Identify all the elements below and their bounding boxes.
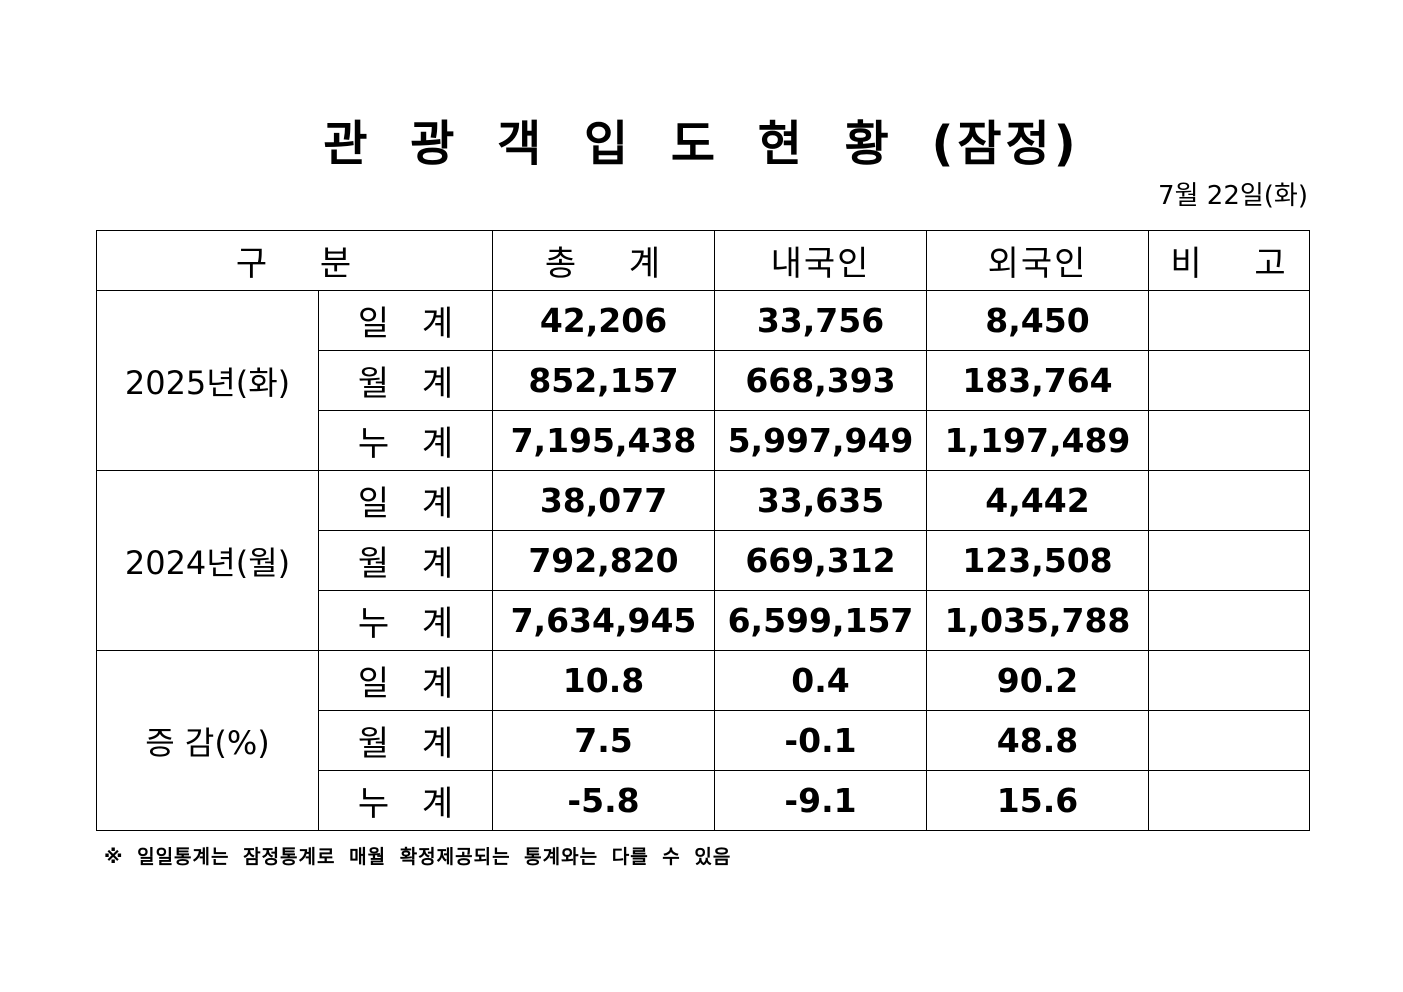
table-row: 2024년(월) 일 계 38,077 33,635 4,442 [96,470,1310,651]
header-total: 총 계 [492,230,715,291]
cell-foreign: 4,442 [926,470,1149,531]
table-row: 누 계 7,195,438 5,997,949 1,197,489 [97,410,1310,471]
cell-remarks [1148,530,1310,591]
group-label-2024: 2024년(월) [96,470,319,651]
cell-domestic: -0.1 [714,710,927,771]
header-foreign: 외국인 [926,230,1149,291]
cell-foreign: 1,197,489 [926,410,1149,471]
page-title: 관 광 객 입 도 현 황 (잠정) [323,116,1080,172]
cell-remarks [1148,710,1310,771]
cell-domestic: 33,635 [714,470,927,531]
cell-total: 42,206 [492,290,715,351]
cell-domestic: 668,393 [714,350,927,411]
cell-remarks [1148,410,1310,471]
header-remarks: 비 고 [1148,230,1310,291]
cell-domestic: 33,756 [714,290,927,351]
table-header-row: 구 분 총 계 내국인 외국인 비 고 [96,230,1310,291]
row-label: 누 계 [318,410,493,471]
table-row: 2025년(화) 일 계 42,206 33,756 8,450 [96,290,1310,471]
cell-remarks [1148,770,1310,831]
footnote: ※ 일일통계는 잠정통계로 매월 확정제공되는 통계와는 다를 수 있음 [104,846,732,868]
cell-foreign: 1,035,788 [926,590,1149,651]
visitor-stats-table: 구 분 총 계 내국인 외국인 비 고 2025년(화) 일 계 42,206 … [96,230,1310,831]
group-label-2025: 2025년(화) [96,290,319,471]
cell-total: 7,634,945 [492,590,715,651]
cell-remarks [1148,590,1310,651]
row-label: 일 계 [318,470,493,531]
cell-domestic: 0.4 [714,650,927,711]
header-category: 구 분 [96,230,493,291]
cell-total: 7.5 [492,710,715,771]
group-label-change: 증 감(%) [96,650,319,831]
row-label: 누 계 [318,770,493,831]
header-domestic: 내국인 [714,230,927,291]
table-row: 월 계 7.5 -0.1 48.8 [97,710,1310,771]
cell-foreign: 123,508 [926,530,1149,591]
cell-domestic: 6,599,157 [714,590,927,651]
cell-domestic: 669,312 [714,530,927,591]
cell-total: 852,157 [492,350,715,411]
cell-total: -5.8 [492,770,715,831]
cell-remarks [1148,290,1310,351]
cell-total: 792,820 [492,530,715,591]
cell-foreign: 15.6 [926,770,1149,831]
cell-foreign: 48.8 [926,710,1149,771]
cell-foreign: 183,764 [926,350,1149,411]
cell-remarks [1148,470,1310,531]
cell-remarks [1148,350,1310,411]
row-label: 누 계 [318,590,493,651]
row-label: 월 계 [318,350,493,411]
table-row: 누 계 -5.8 -9.1 15.6 [97,770,1310,831]
cell-foreign: 90.2 [926,650,1149,711]
table-row: 월 계 792,820 669,312 123,508 [97,530,1310,591]
cell-domestic: -9.1 [714,770,927,831]
cell-domestic: 5,997,949 [714,410,927,471]
table-row: 증 감(%) 일 계 10.8 0.4 90.2 [96,650,1310,831]
cell-total: 38,077 [492,470,715,531]
row-label: 월 계 [318,530,493,591]
report-date: 7월 22일(화) [1158,181,1308,211]
table-row: 누 계 7,634,945 6,599,157 1,035,788 [97,590,1310,651]
cell-total: 7,195,438 [492,410,715,471]
cell-foreign: 8,450 [926,290,1149,351]
row-label: 일 계 [318,650,493,711]
row-label: 월 계 [318,710,493,771]
row-label: 일 계 [318,290,493,351]
cell-total: 10.8 [492,650,715,711]
cell-remarks [1148,650,1310,711]
